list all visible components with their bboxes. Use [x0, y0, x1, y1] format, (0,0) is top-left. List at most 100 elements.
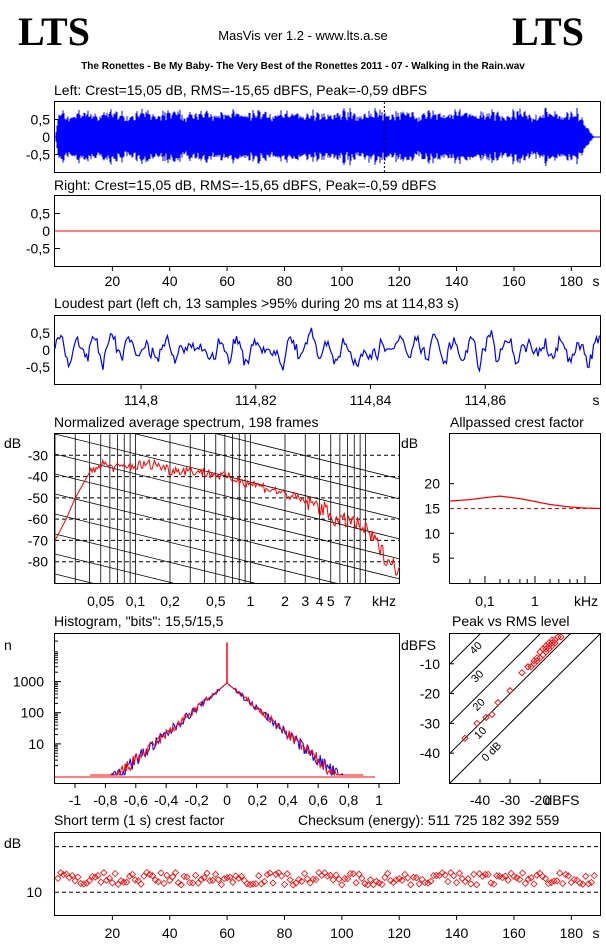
stcrest-xtick-2: 60 [219, 925, 235, 941]
stcrest-point-86 [298, 877, 306, 885]
stcrest-point-88 [303, 875, 311, 883]
stcrest-point-27 [128, 870, 136, 878]
stcrest-point-50 [194, 879, 202, 887]
stcrest-point-81 [283, 870, 291, 878]
allpass-curve [449, 495, 601, 510]
stcrest-point-92 [315, 869, 323, 877]
stcrest-point-130 [424, 879, 432, 887]
loudest-ytick-0: 0,5 [31, 325, 51, 341]
spectrum-xtick-3: 0,5 [206, 593, 226, 609]
stcrest-point-52 [200, 874, 208, 882]
spectrum-ytick-5: -80 [28, 554, 48, 570]
spectrum-ytick-4: -70 [28, 532, 48, 548]
peakrms-point-3 [488, 710, 496, 719]
stcrest-point-72 [257, 880, 266, 888]
stcrest-point-7 [71, 877, 79, 885]
stcrest-title: Short term (1 s) crest factor [54, 812, 225, 828]
stcrest-point-187 [587, 878, 595, 886]
wave0-ytick-2: -0,5 [26, 147, 50, 163]
stcrest-point-122 [401, 870, 409, 879]
stcrest-point-95 [323, 872, 332, 880]
histogram-xtick-3: -0,4 [154, 792, 178, 808]
stcrest-xtick-5: 120 [388, 925, 412, 941]
stcrest-point-131 [427, 877, 435, 885]
stcrest-point-115 [381, 873, 389, 882]
stcrest-point-105 [352, 879, 360, 887]
histogram-xtick-5: 0 [223, 792, 231, 808]
stcrest-point-125 [410, 873, 418, 881]
stcrest-point-186 [584, 880, 593, 888]
peakrms-diag-label-3: 10 [472, 725, 489, 742]
histogram-xtick-9: 0,8 [339, 792, 359, 808]
stcrest-point-152 [487, 879, 495, 887]
stcrest-point-154 [493, 872, 501, 880]
peakrms-diag-label-4: 0 dB [480, 740, 504, 764]
stcrest-point-133 [432, 871, 441, 880]
peakrms-point-10 [536, 648, 544, 656]
spectrum-ylabel: dB [4, 435, 21, 451]
histogram-xtick-6: 0,2 [248, 792, 268, 808]
stcrest-point-1 [54, 874, 62, 882]
stcrest-point-183 [576, 879, 584, 887]
loudest-title: Loudest part (left ch, 13 samples >95% d… [54, 295, 459, 311]
stcrest-point-107 [358, 874, 366, 882]
stcrest-point-126 [412, 874, 420, 882]
stcrest-point-159 [507, 869, 515, 877]
checksum-text: Checksum (energy): 511 725 182 392 559 [298, 812, 559, 828]
peakrms-diag-3 [450, 634, 571, 754]
wave1-ytick-2: -0,5 [26, 241, 50, 257]
stcrest-point-164 [521, 879, 529, 887]
allpass-plot-frame [449, 433, 601, 584]
loudest-xtick-2: 114,84 [350, 392, 392, 408]
stcrest-point-53 [203, 869, 211, 877]
right-plot-frame [54, 195, 601, 267]
logo-left: LTS [18, 9, 90, 54]
spectrum-title: Normalized average spectrum, 198 frames [54, 414, 319, 430]
wave-xtick-1: 40 [162, 273, 178, 289]
stcrest-point-90 [309, 875, 317, 883]
peakrms-title: Peak vs RMS level [452, 613, 569, 629]
spectrum-slope-7 [55, 533, 256, 583]
stcrest-point-76 [269, 879, 277, 887]
wave-xtick-7: 160 [502, 273, 526, 289]
peakrms-point-16 [554, 633, 562, 641]
peakrms-diag-label-1: 30 [469, 668, 486, 685]
stcrest-ytick-0: 10 [26, 884, 42, 900]
stcrest-point-11 [83, 879, 91, 887]
wave-xtick-3: 80 [277, 273, 293, 289]
spectrum-plot-frame [54, 433, 400, 584]
stcrest-point-17 [100, 869, 108, 877]
spectrum-xtick-0: 0,05 [87, 593, 114, 609]
stcrest-xtick-6: 140 [445, 925, 469, 941]
stcrest-point-16 [97, 878, 105, 886]
peakrms-point-2 [482, 713, 490, 722]
peakrms-plot-frame [449, 633, 601, 784]
allpass-ytick-0: 20 [424, 476, 440, 492]
loudest-xtick-0: 114,8 [124, 392, 158, 408]
stcrest-point-26 [126, 872, 134, 880]
stcrest-point-174 [550, 877, 558, 885]
stcrest-point-156 [498, 874, 507, 882]
histogram-title: Histogram, "bits": 15,5/15,5 [54, 613, 224, 629]
stcrest-point-144 [464, 875, 472, 883]
stcrest-point-137 [444, 878, 452, 886]
spectrum-xtick-1: 0,1 [126, 593, 146, 609]
allpass-title: Allpassed crest factor [450, 414, 584, 430]
spectrum-xtick-9: 7 [344, 593, 352, 609]
wave1-ytick-0: 0,5 [31, 206, 51, 222]
stcrest-point-184 [579, 880, 587, 888]
stcrest-ylabel: dB [4, 835, 21, 851]
stcrest-point-171 [541, 874, 550, 883]
spectrum-xtick-5: 2 [281, 593, 289, 609]
stcrest-point-96 [326, 871, 334, 879]
peakrms-point-30 [524, 663, 532, 671]
stcrest-point-129 [421, 879, 429, 887]
stcrest-point-61 [226, 873, 234, 881]
allpass-ylabel: dB [401, 435, 418, 451]
stcrest-point-157 [501, 872, 509, 880]
peakrms-point-22 [548, 639, 556, 647]
peakrms-xlabel: dBFS [544, 792, 579, 808]
stcrest-point-44 [177, 881, 185, 889]
stcrest-point-80 [280, 880, 289, 888]
stcrest-point-38 [160, 879, 168, 888]
